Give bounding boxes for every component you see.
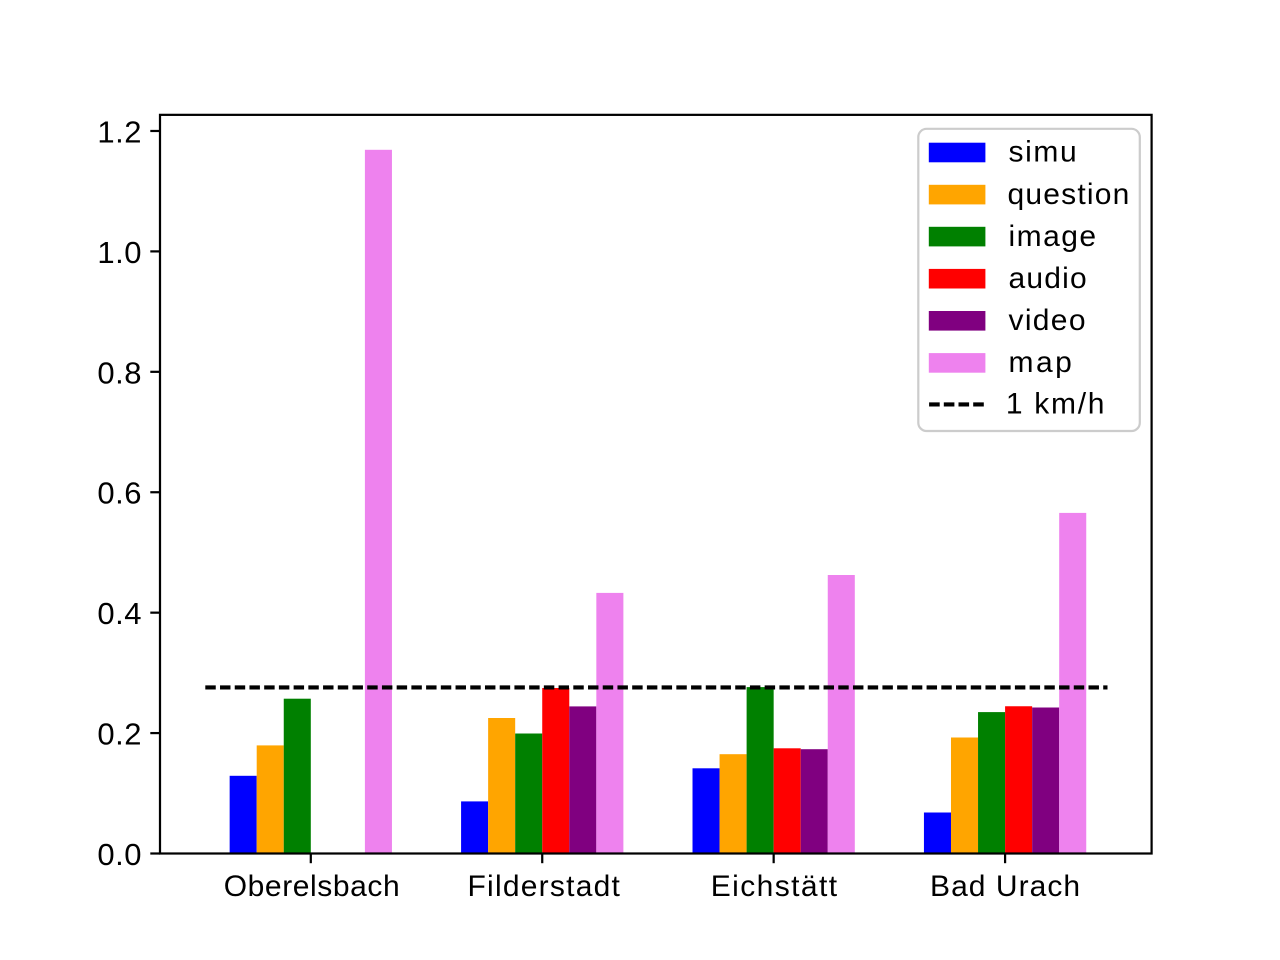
svg-text:question: question (1008, 178, 1131, 211)
svg-text:simu: simu (1009, 136, 1079, 169)
svg-text:Oberelsbach: Oberelsbach (224, 870, 400, 903)
svg-text:Filderstadt: Filderstadt (468, 870, 622, 903)
svg-text:0.4: 0.4 (97, 596, 142, 631)
svg-text:Eichstätt: Eichstätt (711, 870, 839, 903)
svg-text:video: video (1009, 304, 1087, 337)
svg-text:Bad Urach: Bad Urach (930, 870, 1081, 903)
svg-text:0.6: 0.6 (97, 476, 142, 511)
svg-text:0.0: 0.0 (97, 837, 142, 872)
svg-text:1.0: 1.0 (97, 235, 142, 270)
svg-text:1.2: 1.2 (97, 115, 142, 150)
svg-text:map: map (1009, 346, 1075, 379)
svg-text:1 km/h: 1 km/h (1006, 388, 1106, 421)
svg-text:audio: audio (1009, 262, 1088, 295)
svg-text:image: image (1009, 220, 1098, 253)
svg-text:0.8: 0.8 (97, 355, 142, 390)
svg-text:0.2: 0.2 (97, 717, 142, 752)
